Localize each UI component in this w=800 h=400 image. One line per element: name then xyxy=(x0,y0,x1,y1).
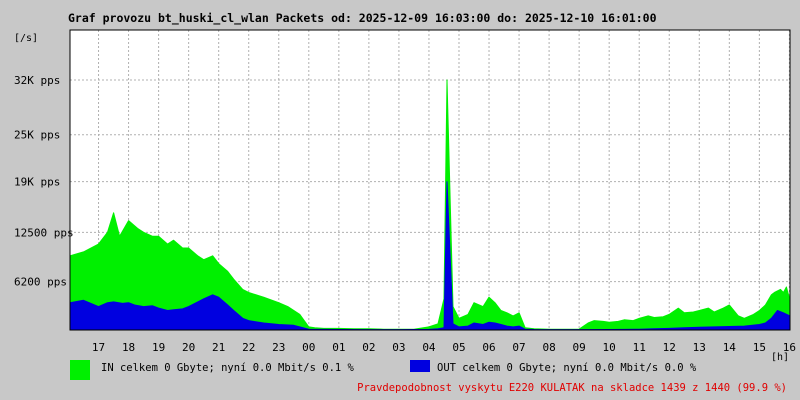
x-tick-label: 17 xyxy=(92,341,105,354)
legend-swatch-in xyxy=(70,360,90,380)
x-tick-label: 20 xyxy=(182,341,195,354)
y-tick-label: 25K pps xyxy=(14,129,60,142)
x-tick-label: 13 xyxy=(693,341,706,354)
series-in-area xyxy=(69,79,791,331)
legend-label-out: OUT celkem 0 Gbyte; nyní 0.0 Mbit/s 0.0 … xyxy=(437,362,697,374)
x-tick-label: 12 xyxy=(663,341,676,354)
axis-frame xyxy=(69,29,791,331)
legend-label-in: IN celkem 0 Gbyte; nyní 0.0 Mbit/s 0.1 % xyxy=(101,362,355,374)
y-tick-labels: 6200 pps 12500 pps 19K pps 25K pps 32K pps xyxy=(14,74,74,289)
y-axis-unit: [/s] xyxy=(14,33,38,44)
x-tick-label: 15 xyxy=(753,341,766,354)
y-tick-label: 6200 pps xyxy=(14,276,67,289)
x-tick-label: 03 xyxy=(392,341,405,354)
plot-border xyxy=(69,29,791,331)
legend-swatch-out xyxy=(410,360,430,372)
x-tick-label: 21 xyxy=(212,341,225,354)
series-layer xyxy=(69,79,791,331)
x-tick-label: 05 xyxy=(452,341,465,354)
x-tick-label: 01 xyxy=(332,341,345,354)
x-tick-labels: 17 18 19 20 21 22 23 00 01 02 03 04 05 06 07 08 09 10 11 12… xyxy=(92,341,796,354)
chart-title: Graf provozu bt_huski_cl_wlan Packets od… xyxy=(68,11,657,26)
x-tick-label: 07 xyxy=(512,341,525,354)
y-tick-label: 32K pps xyxy=(14,74,60,87)
x-tick-label: 00 xyxy=(302,341,315,354)
x-tick-label: 06 xyxy=(482,341,495,354)
grid-lines xyxy=(70,30,790,330)
x-tick-label: 09 xyxy=(573,341,586,354)
y-tick-label: 12500 pps xyxy=(14,226,74,239)
x-tick-label: 18 xyxy=(122,341,135,354)
x-tick-label: 23 xyxy=(272,341,285,354)
y-tick-label: 19K pps xyxy=(14,176,60,189)
x-tick-label: 14 xyxy=(723,341,737,354)
probability-note: Pravdepodobnost vyskytu E220 KULATAK na … xyxy=(357,382,787,394)
x-tick-label: 11 xyxy=(633,341,646,354)
x-tick-label: 16 xyxy=(783,341,796,354)
series-out-area xyxy=(69,181,791,331)
x-tick-label: 19 xyxy=(152,341,165,354)
x-tick-label: 10 xyxy=(603,341,616,354)
x-tick-label: 04 xyxy=(422,341,436,354)
x-tick-label: 22 xyxy=(242,341,255,354)
x-tick-label: 08 xyxy=(542,341,555,354)
x-tick-label: 02 xyxy=(362,341,375,354)
x-axis-unit: [h] xyxy=(771,352,789,363)
